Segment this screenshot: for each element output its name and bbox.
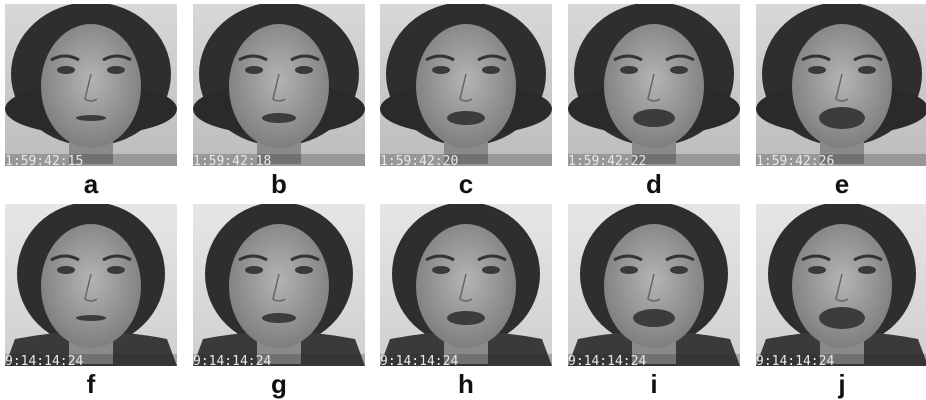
panel-label: h: [458, 369, 474, 399]
photo: 9:14:14:24: [5, 202, 177, 369]
eye: [295, 266, 313, 274]
photo: 1:59:42:20: [380, 2, 552, 169]
photo: 9:14:14:24: [568, 202, 740, 369]
mouth: [447, 311, 485, 325]
face: [229, 24, 329, 148]
mouth: [447, 111, 485, 125]
eye: [245, 66, 263, 74]
timestamp: 1:59:42:22: [568, 154, 646, 169]
face-panel: 1:59:42:15: [5, 2, 177, 169]
photo: 9:14:14:24: [756, 202, 926, 369]
panel-label: b: [271, 169, 287, 199]
mouth: [262, 113, 296, 123]
face: [604, 24, 704, 148]
face: [41, 24, 141, 148]
face: [416, 24, 516, 148]
timestamp: 1:59:42:15: [5, 154, 83, 169]
panel-label: g: [271, 369, 287, 399]
mouth: [633, 109, 675, 127]
photo: 1:59:42:18: [193, 2, 365, 169]
panel-label: c: [459, 169, 473, 199]
photo: 9:14:14:24: [193, 202, 365, 369]
eye: [808, 266, 826, 274]
face-panel: 9:14:14:24: [568, 202, 740, 369]
panel-label: i: [650, 369, 657, 399]
mouth: [76, 315, 106, 321]
face-panel: 9:14:14:24: [380, 202, 552, 369]
face: [792, 224, 892, 348]
photo: 1:59:42:26: [756, 2, 926, 169]
face: [229, 224, 329, 348]
timestamp: 9:14:14:24: [193, 354, 271, 369]
eye: [858, 66, 876, 74]
timestamp: 1:59:42:18: [193, 154, 271, 169]
panel-label: e: [835, 169, 849, 199]
eye: [245, 266, 263, 274]
face-panel: 1:59:42:18: [193, 2, 365, 169]
face: [604, 224, 704, 348]
eye: [858, 266, 876, 274]
panel-label: d: [646, 169, 662, 199]
timestamp: 9:14:14:24: [380, 354, 458, 369]
panel-label: j: [837, 369, 845, 399]
eye: [57, 266, 75, 274]
eye: [432, 266, 450, 274]
timestamp: 1:59:42:26: [756, 154, 834, 169]
photo: 1:59:42:22: [568, 2, 740, 169]
eye: [670, 266, 688, 274]
face-panel: 9:14:14:24: [193, 202, 365, 369]
face-panel: 1:59:42:26: [756, 2, 926, 169]
face: [792, 24, 892, 148]
eye: [808, 66, 826, 74]
photo: 9:14:14:24: [380, 202, 552, 369]
panel-label: f: [87, 369, 96, 399]
face-panel: 9:14:14:24: [5, 202, 177, 369]
figure: 1:59:42:15a 1:59:42:18b 1:59:42:20c 1:59:42…: [0, 0, 926, 400]
eye: [620, 66, 638, 74]
face: [41, 224, 141, 348]
mouth: [262, 313, 296, 323]
eye: [432, 66, 450, 74]
timestamp: 9:14:14:24: [5, 354, 83, 369]
eye: [620, 266, 638, 274]
timestamp: 9:14:14:24: [568, 354, 646, 369]
mouth: [819, 107, 865, 129]
eye: [107, 66, 125, 74]
eye: [670, 66, 688, 74]
mouth: [76, 115, 106, 121]
face: [416, 224, 516, 348]
eye: [57, 66, 75, 74]
eye: [482, 66, 500, 74]
face-panel: 1:59:42:22: [568, 2, 740, 169]
eye: [107, 266, 125, 274]
timestamp: 9:14:14:24: [756, 354, 834, 369]
timestamp: 1:59:42:20: [380, 154, 458, 169]
mouth: [819, 307, 865, 329]
panel-label: a: [84, 169, 99, 199]
eye: [295, 66, 313, 74]
photo: 1:59:42:15: [5, 2, 177, 169]
face-panel: 1:59:42:20: [380, 2, 552, 169]
mouth: [633, 309, 675, 327]
face-panel: 9:14:14:24: [756, 202, 926, 369]
eye: [482, 266, 500, 274]
